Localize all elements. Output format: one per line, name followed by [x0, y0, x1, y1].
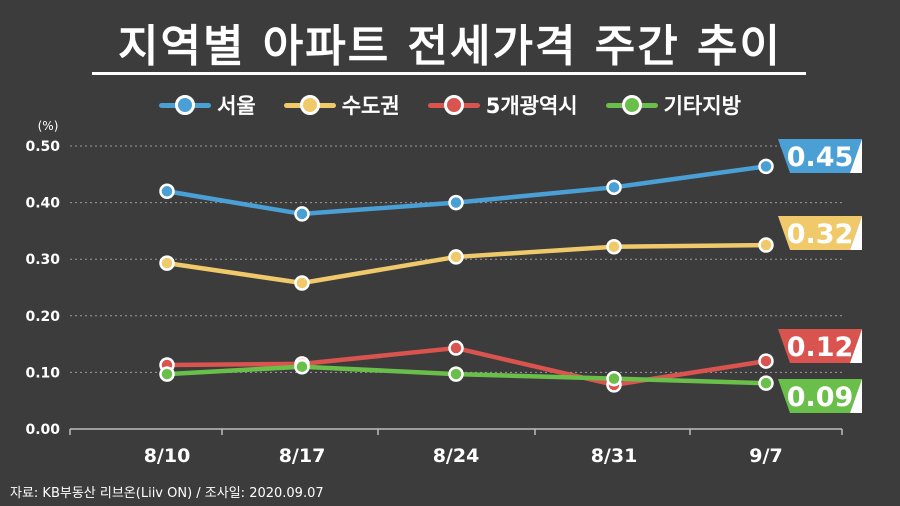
x-tick-label: 9/7	[749, 445, 782, 467]
data-point	[606, 179, 622, 196]
data-point	[159, 183, 175, 200]
data-point	[758, 375, 774, 391]
y-axis-unit: (%)	[38, 119, 59, 133]
end-label-value: 0.32	[787, 219, 854, 250]
y-tick-label: 0.30	[25, 252, 60, 268]
y-tick-label: 0.50	[25, 139, 60, 155]
end-label-bg	[778, 329, 862, 363]
data-point	[159, 366, 175, 382]
end-label: 0.09	[778, 379, 862, 413]
x-tick-label: 8/31	[591, 445, 638, 467]
y-tick-label: 0.10	[25, 365, 60, 381]
y-tick-label: 0.00	[25, 422, 60, 438]
data-point	[758, 237, 774, 253]
end-label-bg	[778, 139, 862, 173]
legend-item: 서울	[159, 90, 256, 120]
legend-swatch	[283, 95, 336, 115]
data-point	[294, 275, 310, 291]
legend-label: 수도권	[341, 94, 400, 118]
end-label-value: 0.09	[787, 382, 854, 413]
end-label-fold	[850, 329, 862, 363]
data-point	[448, 366, 464, 382]
chart-title: 지역별 아파트 전세가격 주간 추이	[118, 21, 782, 72]
y-tick-label: 0.20	[25, 309, 60, 325]
data-point	[606, 370, 622, 387]
data-point	[159, 255, 175, 271]
data-point	[448, 249, 464, 265]
data-point	[294, 206, 310, 222]
end-label-fold	[850, 216, 862, 250]
legend-label: 기타지방	[663, 94, 741, 118]
end-label: 0.12	[778, 329, 862, 363]
end-label-bg	[778, 216, 862, 250]
end-label: 0.45	[778, 139, 862, 173]
data-point	[758, 158, 774, 175]
legend: 서울 수도권 5개광역시 기타지방	[0, 90, 900, 120]
y-tick-label: 0.40	[25, 196, 60, 212]
data-point	[448, 194, 464, 211]
end-label-value: 0.45	[787, 142, 854, 173]
legend-item: 수도권	[283, 90, 400, 120]
end-label: 0.32	[778, 216, 862, 250]
end-label-fold	[850, 139, 862, 173]
end-label-fold	[850, 379, 862, 413]
legend-swatch	[605, 95, 658, 115]
end-label-value: 0.12	[787, 332, 854, 363]
data-point	[448, 340, 464, 356]
legend-item: 5개광역시	[427, 90, 578, 120]
legend-swatch	[159, 95, 212, 115]
data-point	[294, 358, 310, 375]
legend-swatch	[427, 95, 480, 115]
x-tick-label: 8/17	[279, 445, 326, 467]
end-label-bg	[778, 379, 862, 413]
series-line	[164, 242, 769, 286]
x-tick-label: 8/24	[433, 445, 480, 467]
source-note: 자료: KB부동산 리브온(Liiv ON) / 조사일: 2020.09.07	[10, 486, 324, 501]
title-underline	[92, 72, 806, 75]
legend-label: 5개광역시	[485, 94, 578, 118]
data-point	[758, 353, 774, 369]
series-line	[164, 164, 769, 217]
legend-item: 기타지방	[605, 90, 741, 120]
data-point	[606, 238, 622, 255]
x-tick-label: 8/10	[144, 445, 191, 467]
legend-label: 서울	[217, 94, 256, 118]
